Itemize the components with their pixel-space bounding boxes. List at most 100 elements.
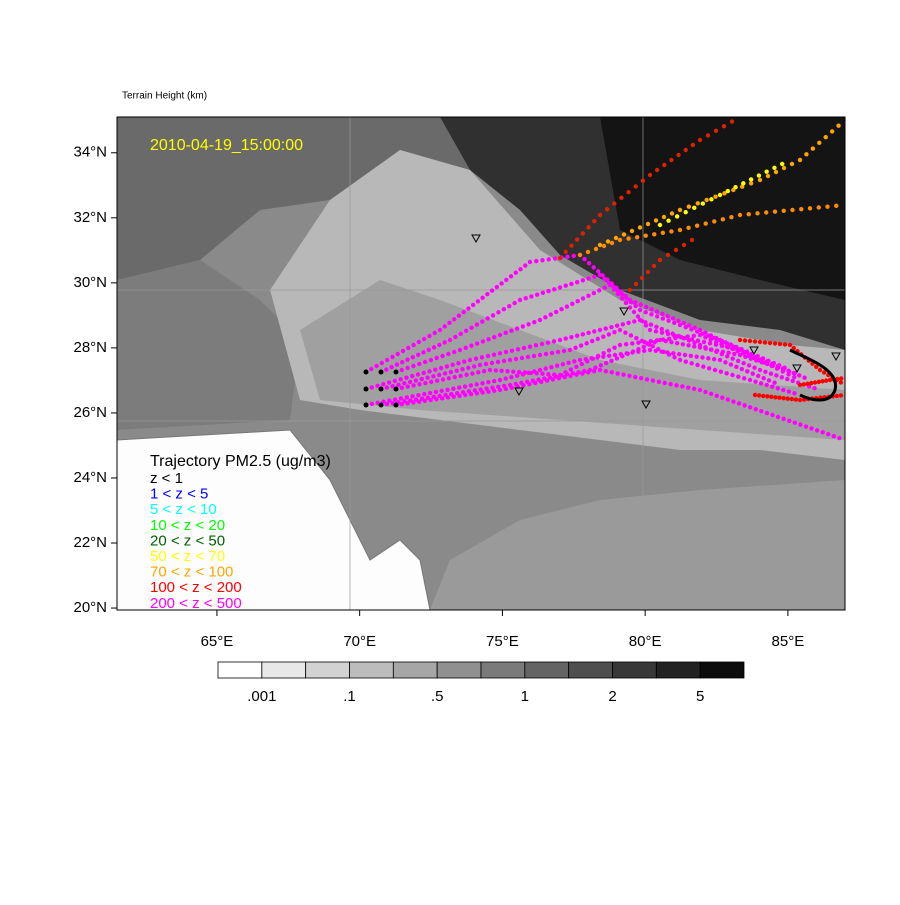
trajectory-point [529,294,534,299]
trajectory-point [595,355,600,360]
trajectory-point [676,351,682,357]
trajectory-point [660,311,665,317]
trajectory-point [683,359,689,364]
trajectory-point [820,379,825,384]
trajectory-point [737,352,743,358]
trajectory-point [591,368,597,374]
trajectory-point [737,337,743,343]
trajectory-point [817,367,823,373]
trajectory-point [632,319,637,324]
trajectory-point [681,320,687,326]
trajectory-point [669,229,674,234]
trajectory-point [735,358,741,364]
trajectory-point [442,371,448,376]
trajectory-point [485,292,490,297]
trajectory-point [748,177,754,182]
trajectory-point [454,368,459,373]
trajectory-point [560,362,566,367]
trajectory-point [712,367,718,373]
trajectory-point [725,397,731,402]
trajectory-point [369,401,375,407]
trajectory-point [597,212,603,218]
trajectory-point [417,361,422,367]
trajectory-point [566,360,571,366]
trajectory-point [574,279,580,285]
trajectory-point [764,210,769,215]
trajectory-point [410,355,416,360]
trajectory-point [552,256,558,261]
trajectory-point [754,358,759,363]
trajectory-point [621,232,627,237]
trajectory-point [480,319,485,324]
trajectory-point [507,357,513,363]
trajectory-point [649,307,654,312]
trajectory-point [427,333,432,339]
trajectory-point [586,225,591,230]
trajectory-point [704,197,709,203]
trajectory-point [434,378,440,383]
trajectory-point [563,283,568,288]
trajectory-point [626,320,631,326]
colorbar-box [392,661,438,679]
trajectory-point [611,287,617,292]
trajectory-point [556,376,562,381]
trajectory-point [669,157,674,163]
trajectory-point [399,385,405,391]
trajectory-point [538,379,544,384]
trajectory-point [431,374,436,379]
trajectory-point [479,355,485,360]
trajectory-point [807,206,813,211]
station-markers [471,234,841,410]
trajectory-point [723,360,728,365]
trajectory-point [635,314,641,319]
trajectory-point [625,351,630,357]
trajectory-point [673,335,678,341]
trajectory-point [439,388,444,394]
trajectory-point [713,128,719,133]
trajectory-point [756,173,762,178]
trajectory-point [659,330,665,335]
trajectory-point [690,142,696,148]
trajectory-point [753,379,758,384]
trajectory-point [413,378,419,383]
trajectory-point [648,338,653,344]
trajectory-point [612,345,617,350]
trajectory-point [809,426,814,431]
trajectory-point [694,354,699,359]
trajectory-point [650,378,656,383]
timestamp: 2010-04-19_15:00:00 [150,137,303,154]
trajectory-point [559,373,564,378]
trajectory-point [766,378,772,383]
trajectory-point [682,352,688,358]
trajectory-point [546,288,551,294]
trajectory-point [577,357,583,363]
trajectory-point [606,332,612,337]
trajectory-point [779,375,785,380]
trajectory-point [486,337,491,342]
trajectory-point [650,344,655,349]
trajectory-point [755,373,761,379]
trajectory-point [785,396,790,401]
trajectory-point [772,380,777,385]
trajectory-point [612,352,618,358]
trajectory-point [628,333,634,338]
trajectory-point [434,396,439,402]
trajectory-point [381,381,386,387]
trajectory-point [514,326,520,331]
trajectory-point [598,363,603,368]
trajectory-point [654,167,660,173]
trajectory-point [762,340,768,345]
trajectory-point [523,296,528,301]
trajectory-point [532,319,537,325]
trajectory-point [521,345,527,351]
trajectory-point [674,383,679,388]
trajectory-point [590,338,595,344]
trajectory-point [680,384,685,389]
trajectory-point [641,344,647,350]
trajectory-point [384,401,390,407]
trajectory-point [718,369,724,374]
trajectory-point [666,318,671,323]
trajectory-point [642,339,647,345]
trajectory-point [494,284,500,290]
trajectory-point [638,302,643,307]
